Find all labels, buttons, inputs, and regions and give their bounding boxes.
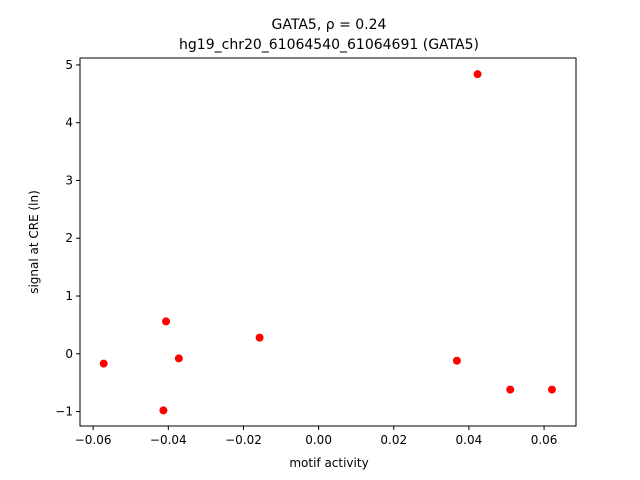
data-point [99, 359, 108, 368]
data-point [452, 356, 461, 365]
x-tick-label: −0.04 [150, 433, 187, 447]
axes-frame [79, 57, 577, 427]
x-tick-label: −0.06 [75, 433, 112, 447]
y-tick-label: 0 [65, 347, 73, 361]
x-tick-label: 0.00 [305, 433, 332, 447]
data-point [473, 70, 482, 79]
data-point [255, 333, 264, 342]
y-tick-label: 5 [65, 58, 73, 72]
y-tick-label: 4 [65, 116, 73, 130]
data-point [162, 317, 171, 326]
y-tick-label: 2 [65, 231, 73, 245]
x-tick-label: 0.04 [456, 433, 483, 447]
y-axis-label: signal at CRE (ln) [27, 190, 41, 294]
y-tick-label: 1 [65, 289, 73, 303]
x-tick-label: 0.02 [380, 433, 407, 447]
y-tick-label: 3 [65, 173, 73, 187]
chart-title-line2: hg19_chr20_61064540_61064691 (GATA5) [179, 37, 479, 53]
data-point [159, 406, 168, 415]
chart-title-line1: GATA5, ρ = 0.24 [272, 17, 387, 33]
y-tick-label: −1 [55, 405, 73, 419]
data-point [506, 385, 515, 394]
x-axis-label: motif activity [289, 456, 368, 470]
x-tick-label: −0.02 [225, 433, 262, 447]
data-point [547, 385, 556, 394]
data-point [174, 354, 183, 363]
x-tick-label: 0.06 [531, 433, 558, 447]
plot-area: −0.06 −0.04 −0.02 0.00 0.02 0.04 0.06 −1 0 1 2 3 4 5 [55, 57, 577, 447]
